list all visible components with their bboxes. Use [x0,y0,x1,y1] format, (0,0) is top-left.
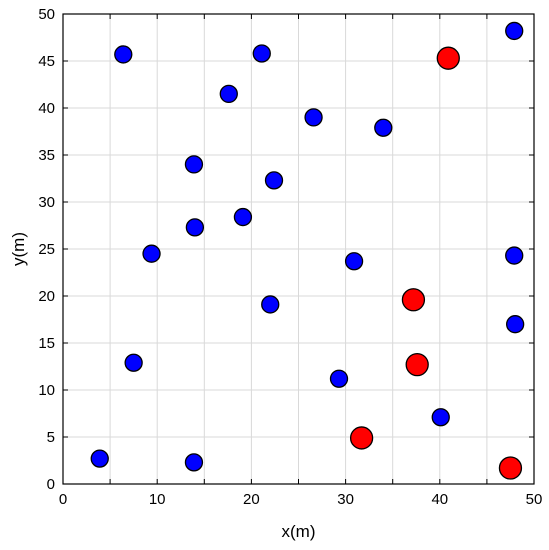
blue-point [142,244,161,263]
blue-point [233,207,253,227]
y-tick-label: 45 [38,53,55,70]
x-tick-label: 0 [59,491,67,508]
y-tick-label: 25 [38,241,55,258]
blue-point [505,21,524,41]
blue-point [261,295,280,314]
y-tick-label: 40 [38,100,55,117]
blue-point [185,218,205,237]
red-point [405,352,429,377]
blue-point [505,246,524,265]
blue-point [344,252,364,271]
y-tick-label: 50 [38,6,55,23]
x-tick-label: 50 [526,491,543,508]
y-tick-label: 10 [38,382,55,399]
red-point [349,426,374,450]
blue-point [184,453,204,472]
y-axis-label: y(m) [9,232,28,266]
red-point [436,46,460,70]
axis-ticks: 0 10 20 30 40 50 0 5 10 15 20 25 30 35 40 45 50 [38,6,542,508]
x-tick-label: 10 [149,491,166,508]
blue-point [184,155,204,174]
blue-point [329,369,349,388]
blue-point [90,449,109,468]
y-tick-label: 0 [47,476,55,493]
data-points [90,21,525,480]
blue-point [431,408,450,427]
y-tick-label: 30 [38,194,55,211]
y-tick-label: 5 [47,429,55,446]
y-tick-label: 15 [38,335,55,352]
x-axis-label: x(m) [282,522,316,541]
blue-point [114,45,133,64]
y-tick-label: 35 [38,147,55,164]
blue-point [374,118,393,137]
x-tick-label: 20 [243,491,260,508]
red-point [498,456,523,480]
x-tick-label: 40 [431,491,448,508]
blue-point [219,84,238,104]
x-tick-label: 30 [337,491,354,508]
y-tick-label: 20 [38,288,55,305]
blue-point [124,353,143,372]
blue-point [506,315,525,334]
grid-lines [62,13,535,485]
blue-point [264,171,284,190]
red-point [401,288,426,312]
blue-point [252,44,271,63]
blue-point [304,108,323,127]
